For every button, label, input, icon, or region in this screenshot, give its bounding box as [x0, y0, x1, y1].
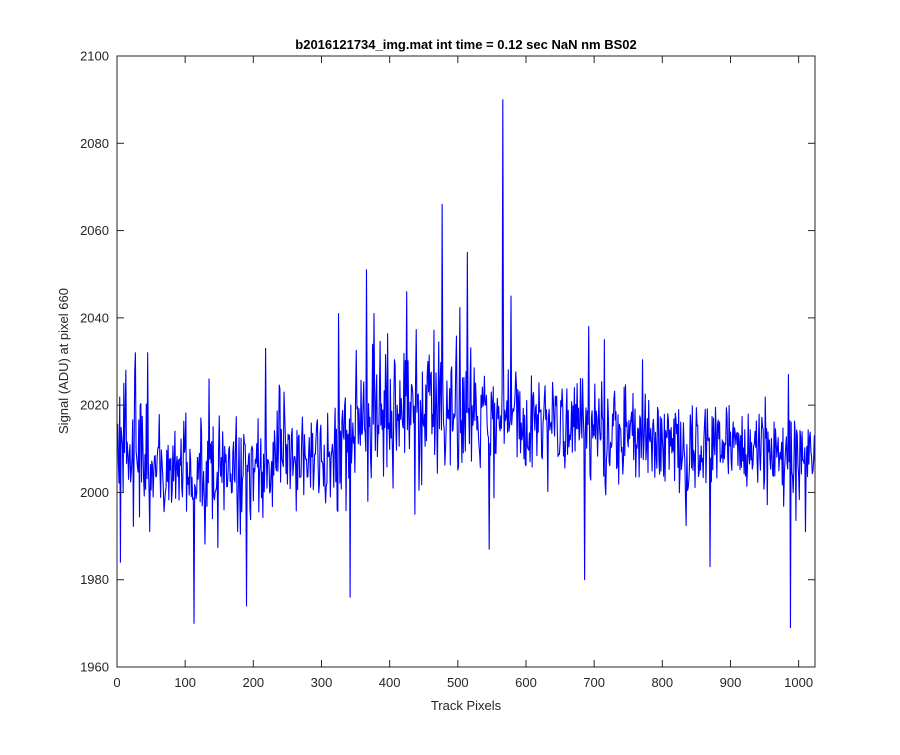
y-tick-label-2100: 2100 — [80, 49, 109, 64]
y-tick-label-2060: 2060 — [80, 223, 109, 238]
y-axis-label: Signal (ADU) at pixel 660 — [56, 288, 71, 434]
y-tick-label-2020: 2020 — [80, 398, 109, 413]
x-tick-label-200: 200 — [242, 675, 264, 690]
x-tick-label-600: 600 — [515, 675, 537, 690]
x-tick-label-100: 100 — [174, 675, 196, 690]
axes-layer: 0 100 200 300 400 500 600 700 800 900 1000 1960 1980… — [80, 49, 816, 690]
x-tick-label-700: 700 — [583, 675, 605, 690]
x-tick-label-300: 300 — [311, 675, 333, 690]
x-tick-label-900: 900 — [720, 675, 742, 690]
series-line-0 — [117, 99, 816, 629]
x-tick-label-500: 500 — [447, 675, 469, 690]
y-tick-label-2040: 2040 — [80, 310, 109, 325]
plot-background — [117, 56, 815, 667]
y-tick-label-1960: 1960 — [80, 660, 109, 675]
y-tick-label-2000: 2000 — [80, 485, 109, 500]
x-axis-label: Track Pixels — [431, 698, 502, 713]
x-tick-label-400: 400 — [379, 675, 401, 690]
chart-title: b2016121734_img.mat int time = 0.12 sec … — [295, 37, 636, 52]
x-tick-label-1000: 1000 — [784, 675, 813, 690]
series-layer — [117, 99, 816, 629]
x-tick-label-0: 0 — [113, 675, 120, 690]
x-tick-label-800: 800 — [651, 675, 673, 690]
y-tick-label-1980: 1980 — [80, 572, 109, 587]
axes-box — [116, 55, 816, 668]
y-tick-label-2080: 2080 — [80, 136, 109, 151]
